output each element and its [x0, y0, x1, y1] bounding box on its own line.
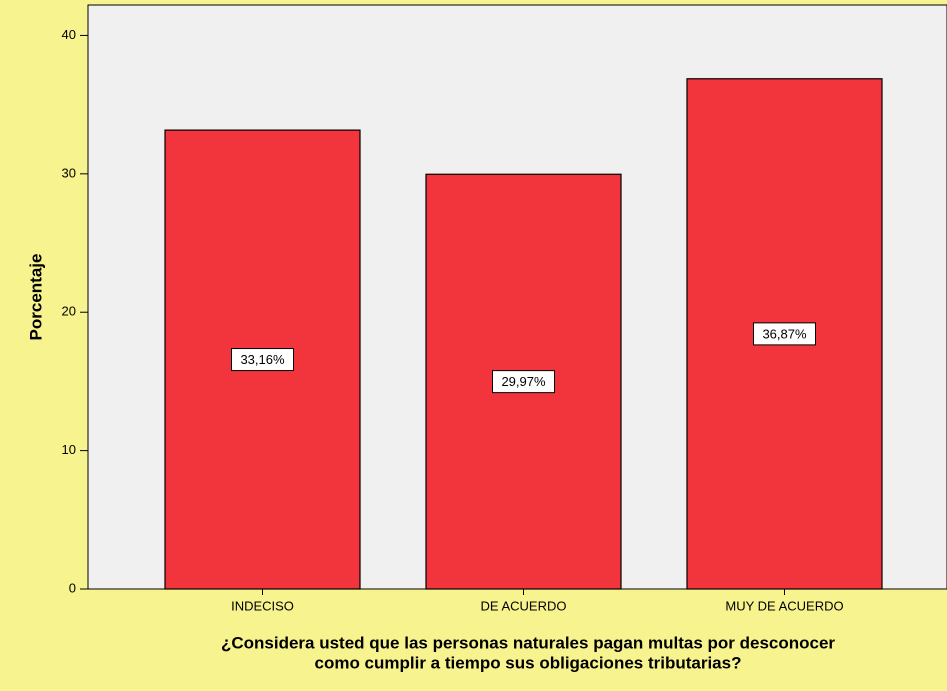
- x-tick-label: INDECISO: [231, 598, 294, 613]
- value-label: 33,16%: [240, 352, 285, 367]
- y-tick-label: 10: [62, 442, 76, 457]
- value-label: 36,87%: [762, 326, 807, 341]
- value-label-box: [231, 348, 294, 372]
- x-tick-label: MUY DE ACUERDO: [725, 598, 843, 613]
- x-axis-title: ¿Considera usted que las personas natura…: [221, 633, 835, 652]
- y-tick-label: 30: [62, 165, 76, 180]
- y-tick-label: 20: [62, 304, 76, 319]
- value-label-box: [492, 370, 555, 394]
- value-label: 29,97%: [501, 374, 546, 389]
- y-tick-label: 0: [69, 580, 76, 595]
- x-tick-label: DE ACUERDO: [481, 598, 567, 613]
- x-axis-title: como cumplir a tiempo sus obligaciones t…: [315, 653, 742, 672]
- y-axis-title: Porcentaje: [26, 254, 45, 341]
- y-tick-label: 40: [62, 27, 76, 42]
- value-label-box: [753, 322, 816, 346]
